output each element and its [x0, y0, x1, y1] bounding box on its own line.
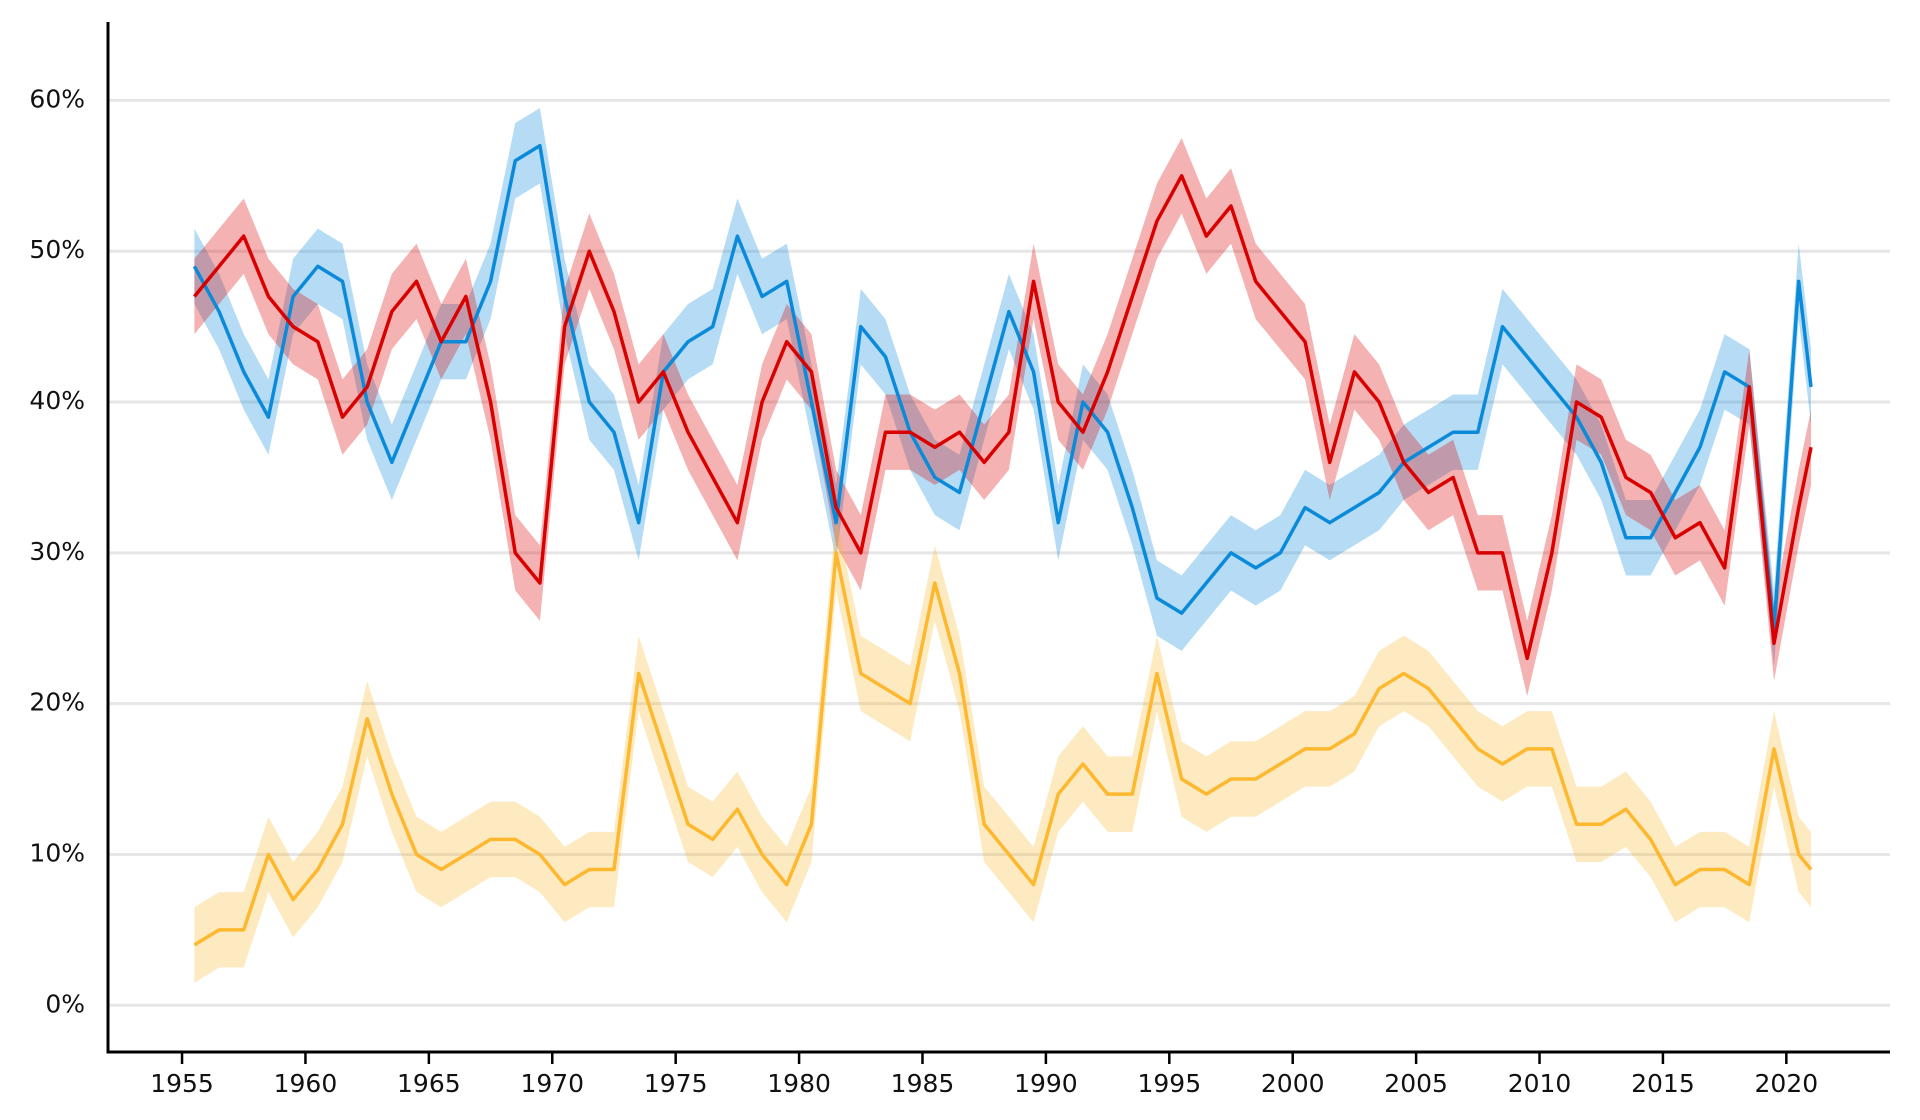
x-tick-label: 1955 — [150, 1069, 214, 1098]
x-tick-label: 2005 — [1384, 1069, 1448, 1098]
x-tick-label: 1975 — [644, 1069, 708, 1098]
x-tick-label: 1995 — [1137, 1069, 1201, 1098]
y-tick-label: 40% — [29, 386, 85, 415]
y-tick-label: 20% — [29, 688, 85, 717]
confidence-band — [194, 138, 1812, 697]
y-tick-label: 0% — [45, 989, 85, 1018]
x-tick-label: 1985 — [891, 1069, 955, 1098]
x-tick-label: 1990 — [1014, 1069, 1078, 1098]
x-tick-label: 1970 — [520, 1069, 584, 1098]
x-tick-label: 2000 — [1261, 1069, 1325, 1098]
x-tick-label: 1965 — [397, 1069, 461, 1098]
x-tick-label: 2020 — [1755, 1069, 1819, 1098]
y-tick-label: 60% — [29, 84, 85, 113]
series-line — [193, 174, 1813, 661]
series-line — [193, 551, 1813, 947]
axes — [106, 22, 1890, 1054]
confidence-band — [194, 107, 1812, 666]
y-tick-label: 50% — [29, 235, 85, 264]
confidence-band — [194, 515, 1812, 983]
series-line — [192, 143, 1813, 630]
x-tick-label: 1960 — [274, 1069, 338, 1098]
y-tick-label: 10% — [29, 838, 85, 867]
y-tick-label: 30% — [29, 537, 85, 566]
x-tick-label: 2010 — [1508, 1069, 1572, 1098]
x-tick-label: 1980 — [767, 1069, 831, 1098]
x-tick-label: 2015 — [1631, 1069, 1695, 1098]
